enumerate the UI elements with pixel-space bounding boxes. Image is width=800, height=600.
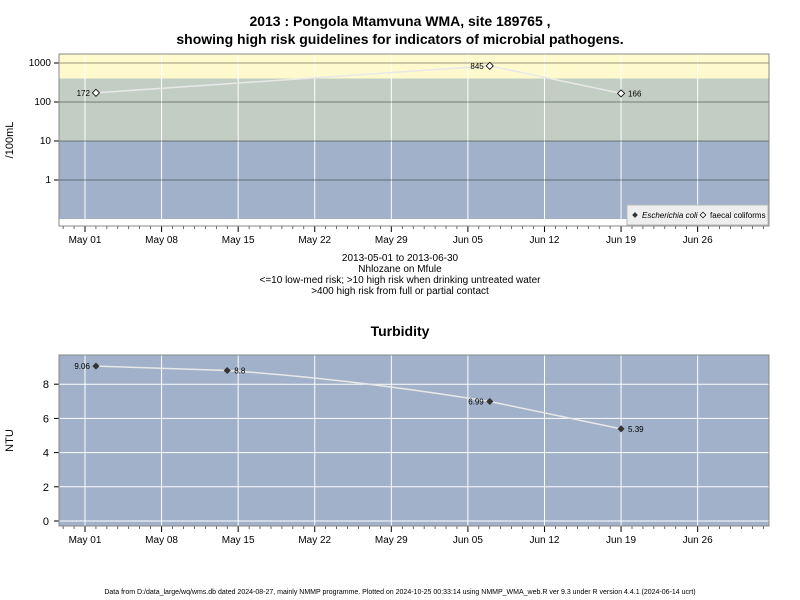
turb-y-tick-label: 8 (43, 379, 49, 391)
guideline-band-2 (59, 54, 769, 79)
micro-x-tick-label: Jun 26 (683, 235, 713, 246)
micro-x-tick-label: Jun 05 (453, 235, 483, 246)
turb-x-tick-label: May 22 (298, 535, 331, 546)
turb-y-tick-label: 4 (43, 448, 49, 460)
micro-y-tick-label: 100 (34, 97, 51, 108)
micro-x-tick-label: May 08 (145, 235, 178, 246)
legend-ecoli-label: Escherichia coli (642, 211, 698, 220)
chart-title-line2: showing high risk guidelines for indicat… (176, 31, 624, 47)
guideline-band-1 (59, 78, 769, 141)
note-date-range: 2013-05-01 to 2013-06-30 (341, 253, 459, 264)
turbidity-point (486, 397, 494, 406)
note-contact-risk: >400 high risk from full or partial cont… (311, 286, 489, 297)
micro-y-axis-label: /100mL (4, 122, 16, 159)
turbidity-point (92, 362, 100, 370)
micro-y-tick-label: 10 (40, 136, 52, 147)
turbidity-line (95, 365, 622, 430)
faecal-coliform-data-label: 172 (77, 89, 91, 98)
faecal-coliform-point (91, 88, 101, 97)
chart-title-line1: 2013 : Pongola Mtamvuna WMA, site 189765… (249, 13, 551, 29)
micro-x-tick-label: Jun 19 (606, 235, 636, 246)
faecal-coliform-data-label: 845 (470, 62, 484, 71)
turb-x-tick-label: May 29 (375, 535, 408, 546)
turbidity-data-label: 8.8 (234, 367, 246, 376)
micro-plot-frame (58, 53, 770, 227)
turb-x-tick-label: Jun 05 (453, 535, 483, 546)
note-site: Nhlozane on Mfule (358, 264, 442, 275)
legend-box (626, 204, 769, 226)
note-drinking-risk: <=10 low-med risk; >10 high risk when dr… (259, 275, 541, 286)
micro-x-tick-label: May 15 (222, 235, 255, 246)
faecal-coliform-point (485, 61, 494, 70)
legend-faecal-marker (699, 211, 707, 219)
micro-x-tick-label: May 29 (375, 235, 408, 246)
legend-faecal-label: faecal coliforms (710, 211, 766, 220)
turb-y-tick-label: 2 (43, 482, 49, 494)
footer-note: Data from D:/data_large/wq/wms.db dated … (104, 589, 696, 596)
turbidity-data-label: 6.99 (468, 397, 484, 406)
turb-x-tick-label: Jun 12 (529, 535, 559, 546)
micro-y-tick-label: 1000 (29, 58, 52, 69)
turbidity-title: Turbidity (370, 323, 430, 339)
turbidity-plot-bg (59, 355, 769, 526)
turb-y-axis-label: NTU (4, 429, 16, 452)
turbidity-data-label: 5.39 (628, 425, 644, 434)
turb-x-tick-label: Jun 26 (683, 535, 713, 546)
micro-x-tick-label: May 22 (298, 235, 331, 246)
turb-plot-frame (58, 354, 770, 527)
turb-x-tick-label: May 01 (69, 535, 102, 546)
faecal-coliform-point (616, 89, 626, 98)
turbidity-point (223, 366, 231, 375)
turbidity-point (617, 425, 625, 433)
micro-x-tick-label: May 01 (69, 235, 102, 246)
turbidity-data-label: 9.06 (74, 362, 90, 371)
micro-y-tick-label: 1 (45, 175, 51, 186)
legend-ecoli-marker (632, 212, 638, 218)
turb-x-tick-label: Jun 19 (606, 535, 636, 546)
turb-y-tick-label: 6 (43, 413, 49, 425)
turb-x-tick-label: May 15 (222, 535, 255, 546)
faecal-coliform-data-label: 166 (628, 89, 642, 98)
turb-x-tick-label: May 08 (145, 535, 178, 546)
turb-y-tick-label: 0 (43, 516, 49, 528)
micro-x-tick-label: Jun 12 (529, 235, 559, 246)
